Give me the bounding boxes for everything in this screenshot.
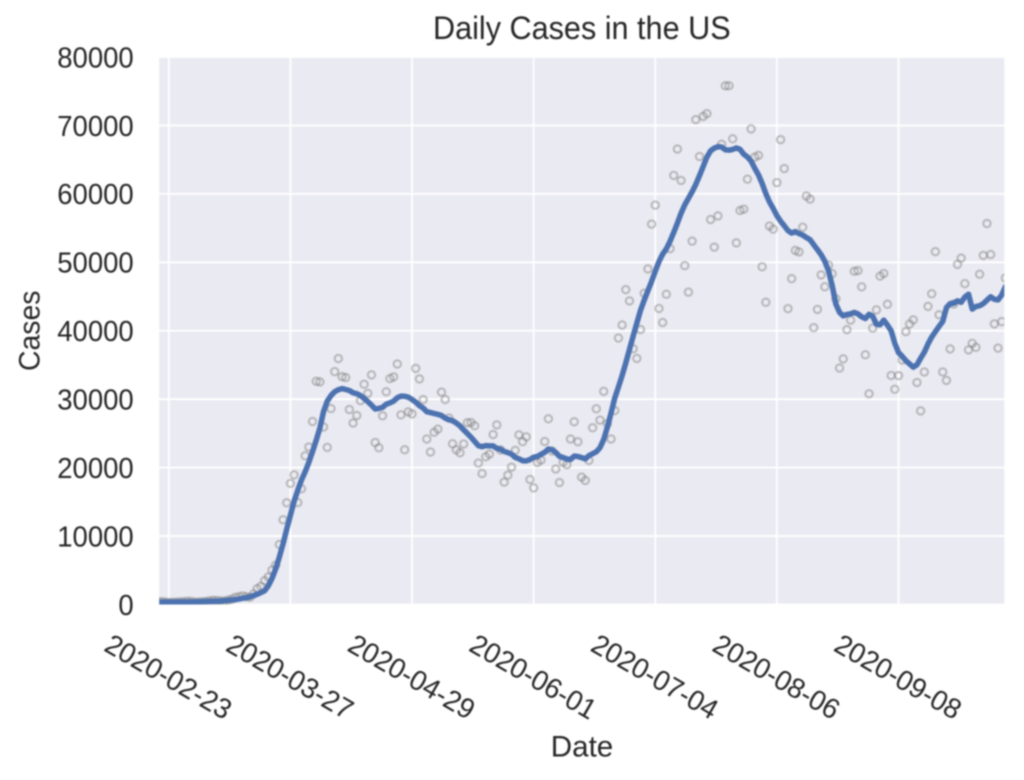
svg-text:Daily Cases in the US: Daily Cases in the US [433,10,731,46]
svg-text:30000: 30000 [57,384,133,416]
svg-text:20000: 20000 [57,452,133,484]
svg-text:50000: 50000 [57,247,133,279]
svg-text:0: 0 [118,589,133,621]
svg-text:40000: 40000 [57,315,133,347]
svg-text:60000: 60000 [57,178,133,210]
svg-text:Date: Date [551,731,614,764]
svg-text:80000: 80000 [57,41,133,73]
svg-text:Cases: Cases [14,291,47,372]
svg-text:10000: 10000 [57,520,133,552]
svg-text:70000: 70000 [57,110,133,142]
